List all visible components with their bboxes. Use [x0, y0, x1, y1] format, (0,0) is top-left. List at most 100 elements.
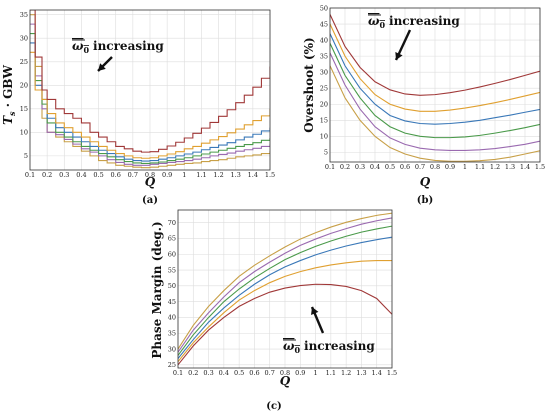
series-line [30, 32, 270, 164]
x-tick-label: 0.5 [93, 171, 103, 179]
y-tick-label: 10 [20, 129, 28, 137]
x-tick-label: 0.7 [415, 163, 425, 171]
y-axis-label: Phase Margin (deg.) [150, 221, 164, 358]
x-tick-label: 0.2 [340, 163, 350, 171]
arrow-head [98, 63, 106, 71]
arrow-head [395, 51, 403, 60]
x-tick-label: 1.3 [356, 369, 366, 377]
y-axis-label: Ts · GBW [1, 65, 17, 125]
y-tick-label: 45 [168, 298, 176, 306]
x-tick-label: 1.3 [505, 163, 515, 171]
y-tick-label: 20 [320, 101, 328, 109]
series-line [30, 42, 270, 162]
x-tick-label: 0.7 [265, 369, 275, 377]
series-line [330, 65, 540, 162]
y-tick-label: 50 [168, 282, 176, 290]
series-line [178, 236, 392, 359]
series-line [30, 14, 270, 169]
series-line [330, 14, 540, 96]
x-tick-label: 1 [314, 369, 318, 377]
x-axis-label: Q [420, 175, 431, 189]
y-tick-label: 50 [320, 4, 328, 12]
plot-frame [329, 7, 541, 163]
annotation-text: ω0 increasing [72, 39, 164, 55]
plot-frame [29, 9, 271, 171]
arrow-head [311, 307, 319, 316]
x-tick-label: 1.5 [387, 369, 397, 377]
y-axis-label: Overshoot (%) [302, 37, 316, 132]
y-tick-label: 30 [20, 35, 28, 43]
series-line [178, 283, 392, 366]
y-tick-label: 15 [20, 105, 28, 113]
x-tick-label: 1.2 [341, 369, 351, 377]
plot-frame [177, 209, 393, 369]
x-tick-label: 0.8 [430, 163, 440, 171]
x-tick-label: 0.3 [203, 369, 213, 377]
x-tick-label: 0.4 [370, 163, 380, 171]
y-tick-label: 25 [168, 361, 176, 369]
series-line [330, 43, 540, 139]
x-tick-label: 1.3 [231, 171, 241, 179]
series-line [30, 51, 270, 159]
annotation-text: ω0 increasing [368, 14, 460, 30]
panel-caption: (c) [266, 401, 282, 412]
x-tick-label: 0.8 [145, 171, 155, 179]
y-tick-label: 55 [168, 266, 176, 274]
x-tick-label: 0.5 [385, 163, 395, 171]
x-tick-label: 0.9 [445, 163, 455, 171]
series-line [330, 33, 540, 125]
x-tick-label: 1.1 [475, 163, 485, 171]
x-tick-label: 1 [182, 171, 186, 179]
x-tick-label: 1.5 [265, 171, 275, 179]
panel-caption: (b) [417, 195, 433, 206]
y-tick-label: 35 [20, 11, 28, 19]
x-tick-label: 0.3 [355, 163, 365, 171]
y-tick-label: 10 [320, 133, 328, 141]
x-tick-label: 0.8 [280, 369, 290, 377]
x-tick-label: 1.4 [520, 163, 530, 171]
x-tick-label: 0.1 [25, 171, 35, 179]
x-tick-label: 1.2 [213, 171, 223, 179]
x-axis-label: Q [280, 374, 291, 388]
y-tick-label: 40 [168, 314, 176, 322]
y-tick-label: 15 [320, 117, 328, 125]
chart-c: 0.1 0.2 0.3 0.4 0.5 0.6 0.7 0.8 0.9 1 1.1 1.2 1.3 1.4… [150, 209, 397, 412]
chart-a: 0.1 0.2 0.3 0.4 0.5 0.6 0.7 0.8 0.9 1 1.1 1.2 1.3 1.4… [1, 9, 275, 206]
y-tick-label: 45 [320, 20, 328, 28]
y-tick-label: 25 [20, 58, 28, 66]
y-tick-label: 30 [320, 68, 328, 76]
panel-caption: (a) [142, 195, 158, 206]
y-tick-label: 40 [320, 36, 328, 44]
y-tick-label: 5 [324, 149, 328, 157]
x-tick-label: 0.9 [162, 171, 172, 179]
x-tick-label: 1 [463, 163, 467, 171]
x-tick-label: 0.4 [219, 369, 229, 377]
x-tick-label: 0.7 [128, 171, 138, 179]
y-tick-label: 60 [168, 251, 176, 259]
x-tick-label: 0.1 [173, 369, 183, 377]
x-tick-label: 0.3 [59, 171, 69, 179]
y-tick-label: 5 [24, 152, 28, 160]
chart-b: 0.1 0.2 0.3 0.4 0.5 0.6 0.7 0.8 0.9 1 1.1 1.2 1.3 1.4… [302, 4, 545, 206]
x-tick-label: 0.1 [325, 163, 335, 171]
x-tick-label: 1.2 [490, 163, 500, 171]
x-tick-label: 0.5 [234, 369, 244, 377]
series-line [178, 212, 392, 350]
x-tick-label: 0.4 [76, 171, 86, 179]
y-tick-label: 65 [168, 235, 176, 243]
y-tick-label: 20 [20, 82, 28, 90]
x-tick-label: 0.6 [111, 171, 121, 179]
x-tick-label: 0.9 [295, 369, 305, 377]
y-tick-label: 30 [168, 345, 176, 353]
x-tick-label: 1.1 [326, 369, 336, 377]
x-tick-label: 0.6 [249, 369, 259, 377]
series-line [178, 260, 392, 363]
x-tick-label: 1.5 [535, 163, 545, 171]
x-tick-label: 0.2 [188, 369, 198, 377]
annotation-text: ω0 increasing [283, 339, 375, 355]
series-line [30, 10, 270, 153]
y-tick-label: 70 [168, 219, 176, 227]
series-line [330, 23, 540, 112]
y-tick-label: 35 [168, 330, 176, 338]
